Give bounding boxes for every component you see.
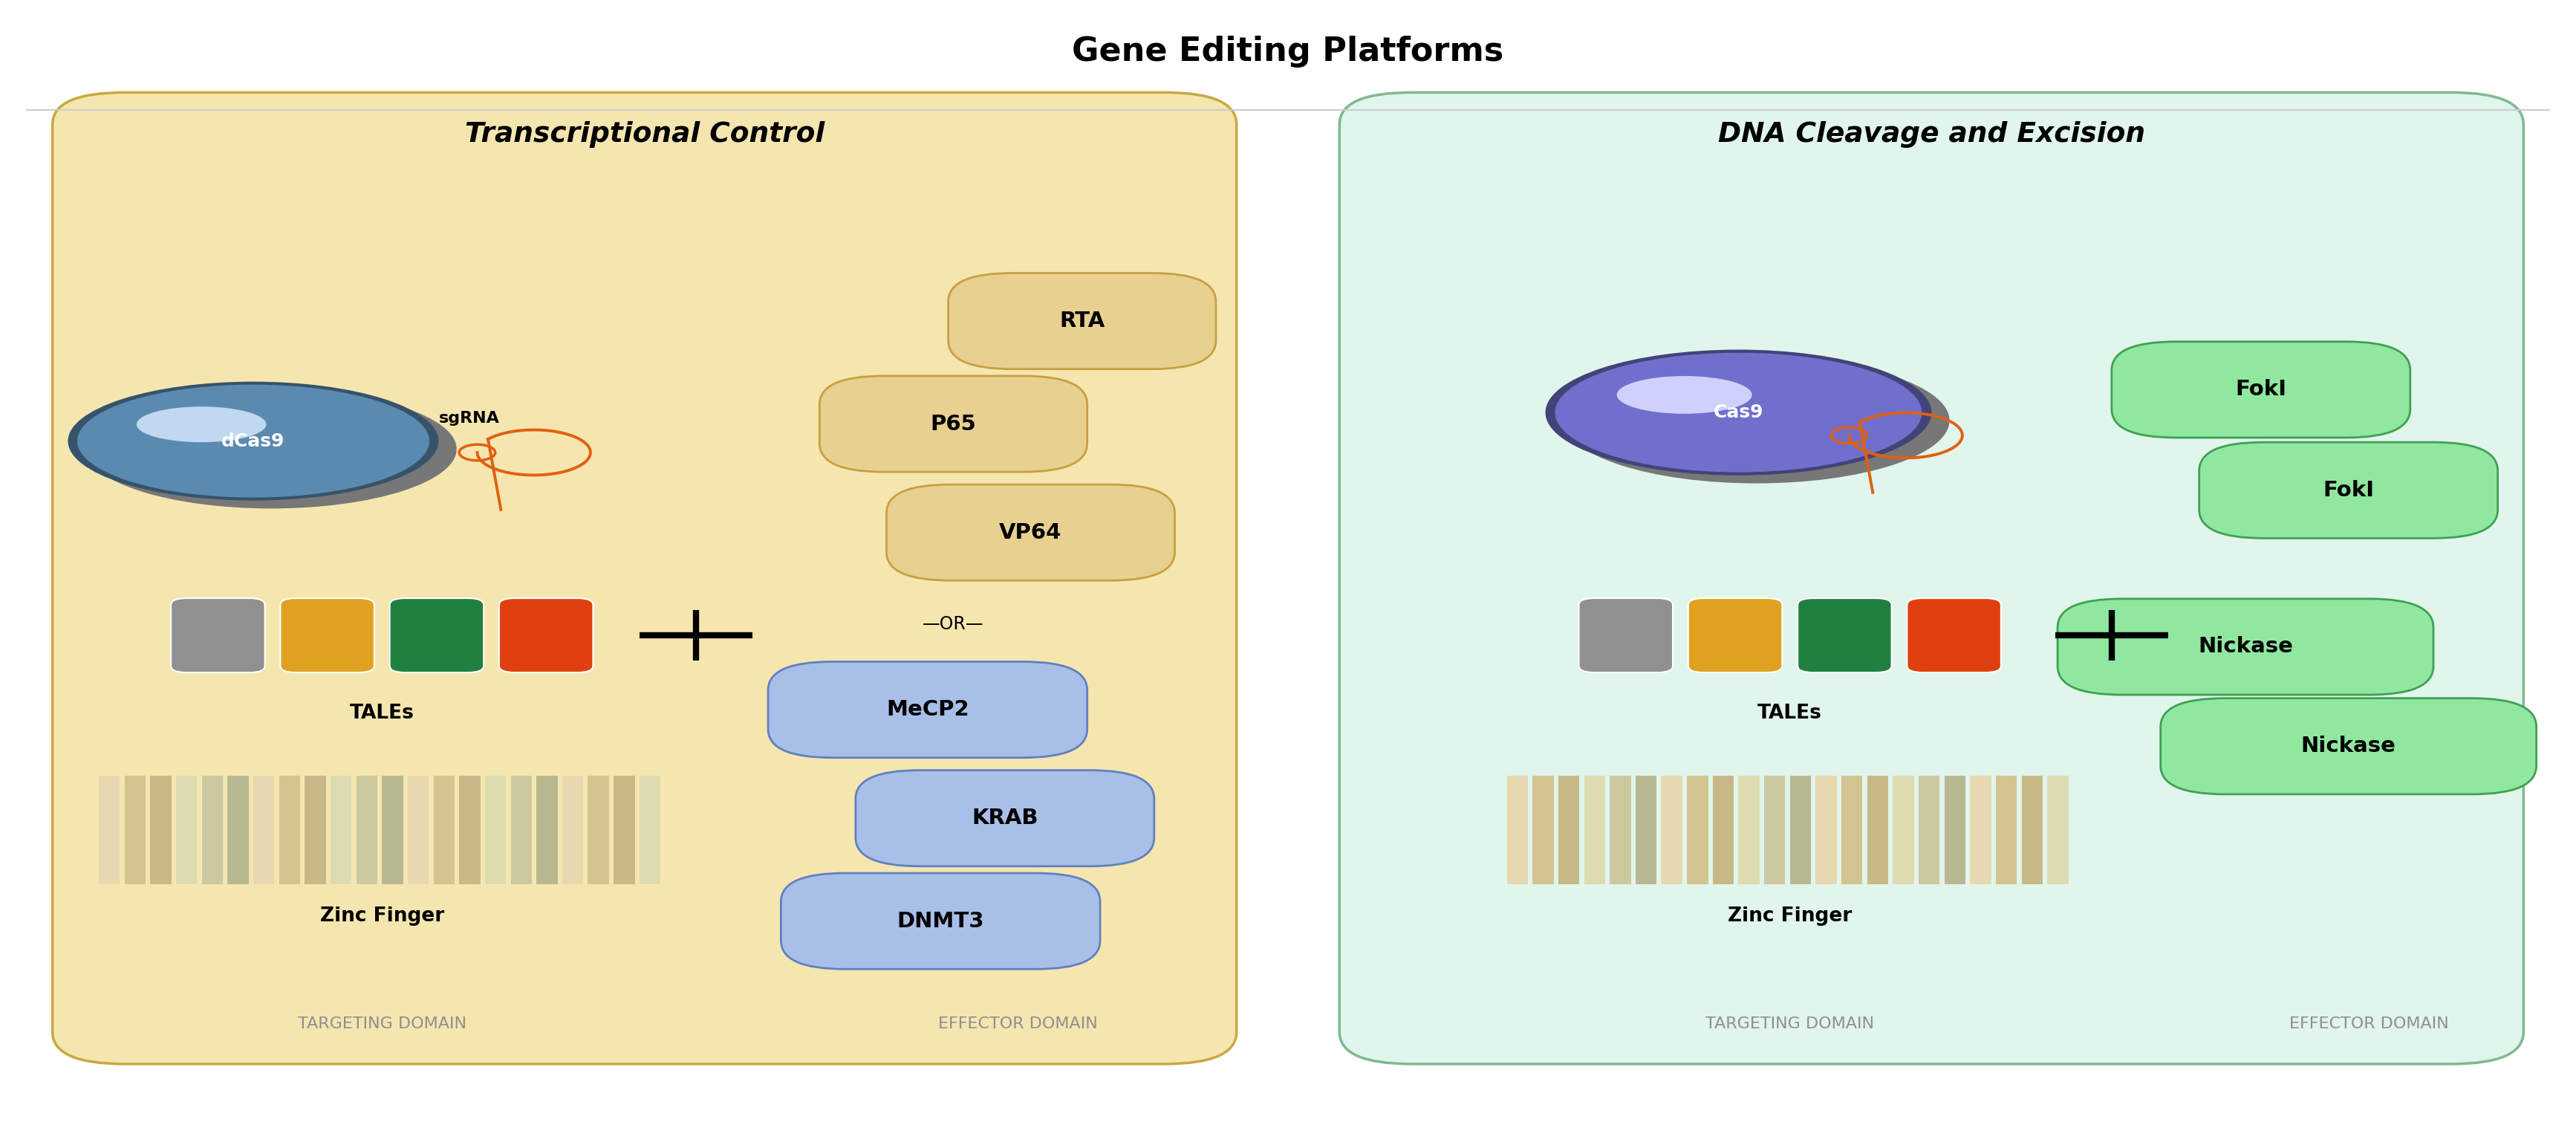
- Bar: [1687, 775, 1708, 884]
- FancyBboxPatch shape: [2200, 442, 2499, 538]
- Bar: [1996, 775, 2017, 884]
- Text: VP64: VP64: [999, 522, 1061, 543]
- Text: Zinc Finger: Zinc Finger: [319, 906, 443, 925]
- FancyBboxPatch shape: [1687, 598, 1783, 672]
- Text: Gene Editing Platforms: Gene Editing Platforms: [1072, 35, 1504, 68]
- Bar: [2022, 775, 2043, 884]
- Bar: [459, 775, 479, 884]
- Text: MeCP2: MeCP2: [886, 700, 969, 720]
- Ellipse shape: [67, 381, 438, 500]
- FancyBboxPatch shape: [2058, 599, 2434, 695]
- Text: EFFECTOR DOMAIN: EFFECTOR DOMAIN: [2290, 1017, 2450, 1032]
- FancyBboxPatch shape: [1906, 598, 2002, 672]
- Bar: [330, 775, 350, 884]
- Bar: [1945, 775, 1965, 884]
- Text: DNA Cleavage and Excision: DNA Cleavage and Excision: [1718, 121, 2146, 148]
- FancyBboxPatch shape: [2161, 698, 2537, 795]
- Text: Nickase: Nickase: [2300, 736, 2396, 757]
- Bar: [381, 775, 402, 884]
- FancyBboxPatch shape: [500, 598, 592, 672]
- Bar: [1790, 775, 1811, 884]
- Bar: [1816, 775, 1837, 884]
- Bar: [1584, 775, 1605, 884]
- Bar: [124, 775, 147, 884]
- Bar: [1662, 775, 1682, 884]
- Text: P65: P65: [930, 413, 976, 434]
- FancyBboxPatch shape: [1798, 598, 1891, 672]
- Bar: [1713, 775, 1734, 884]
- Ellipse shape: [85, 389, 456, 508]
- Text: sgRNA: sgRNA: [438, 411, 500, 426]
- Bar: [1868, 775, 1888, 884]
- Text: RTA: RTA: [1059, 310, 1105, 331]
- Text: DNMT3: DNMT3: [896, 910, 984, 932]
- Text: TALEs: TALEs: [350, 704, 415, 724]
- Bar: [1739, 775, 1759, 884]
- Text: dCas9: dCas9: [222, 432, 286, 450]
- Bar: [278, 775, 301, 884]
- FancyBboxPatch shape: [781, 874, 1100, 969]
- Bar: [1765, 775, 1785, 884]
- Bar: [201, 775, 224, 884]
- FancyBboxPatch shape: [768, 662, 1087, 758]
- FancyBboxPatch shape: [2112, 341, 2411, 437]
- Bar: [252, 775, 276, 884]
- Bar: [587, 775, 608, 884]
- Bar: [1533, 775, 1553, 884]
- Bar: [562, 775, 582, 884]
- Bar: [1893, 775, 1914, 884]
- FancyBboxPatch shape: [886, 484, 1175, 581]
- Bar: [2048, 775, 2069, 884]
- Ellipse shape: [1546, 349, 1932, 475]
- Bar: [355, 775, 376, 884]
- Bar: [484, 775, 505, 884]
- Bar: [407, 775, 428, 884]
- Text: Cas9: Cas9: [1713, 403, 1765, 421]
- Bar: [613, 775, 634, 884]
- Bar: [536, 775, 556, 884]
- Bar: [1971, 775, 1991, 884]
- Bar: [1636, 775, 1656, 884]
- Bar: [1919, 775, 1940, 884]
- Bar: [149, 775, 173, 884]
- Bar: [304, 775, 325, 884]
- Bar: [1842, 775, 1862, 884]
- Text: FokI: FokI: [2324, 480, 2375, 500]
- FancyBboxPatch shape: [1579, 598, 1672, 672]
- Bar: [227, 775, 250, 884]
- Bar: [433, 775, 453, 884]
- Text: —OR—: —OR—: [922, 615, 984, 633]
- FancyBboxPatch shape: [52, 93, 1236, 1064]
- Text: TARGETING DOMAIN: TARGETING DOMAIN: [299, 1017, 466, 1032]
- Text: Nickase: Nickase: [2197, 637, 2293, 657]
- Ellipse shape: [77, 385, 430, 498]
- Text: FokI: FokI: [2236, 379, 2287, 400]
- FancyBboxPatch shape: [170, 598, 265, 672]
- Bar: [510, 775, 531, 884]
- Ellipse shape: [1564, 357, 1950, 483]
- Bar: [98, 775, 121, 884]
- Ellipse shape: [1556, 353, 1922, 472]
- Text: EFFECTOR DOMAIN: EFFECTOR DOMAIN: [938, 1017, 1097, 1032]
- FancyBboxPatch shape: [948, 273, 1216, 369]
- FancyBboxPatch shape: [855, 771, 1154, 867]
- Text: TARGETING DOMAIN: TARGETING DOMAIN: [1705, 1017, 1875, 1032]
- Text: TALEs: TALEs: [1757, 704, 1821, 724]
- Ellipse shape: [137, 406, 265, 442]
- Text: Transcriptional Control: Transcriptional Control: [464, 121, 824, 148]
- Bar: [639, 775, 659, 884]
- Bar: [1558, 775, 1579, 884]
- FancyBboxPatch shape: [389, 598, 484, 672]
- FancyBboxPatch shape: [819, 376, 1087, 472]
- Text: Zinc Finger: Zinc Finger: [1728, 906, 1852, 925]
- Bar: [1507, 775, 1528, 884]
- FancyBboxPatch shape: [281, 598, 374, 672]
- Bar: [1610, 775, 1631, 884]
- Bar: [175, 775, 198, 884]
- Text: KRAB: KRAB: [971, 808, 1038, 829]
- FancyBboxPatch shape: [1340, 93, 2524, 1064]
- Ellipse shape: [1618, 376, 1752, 413]
